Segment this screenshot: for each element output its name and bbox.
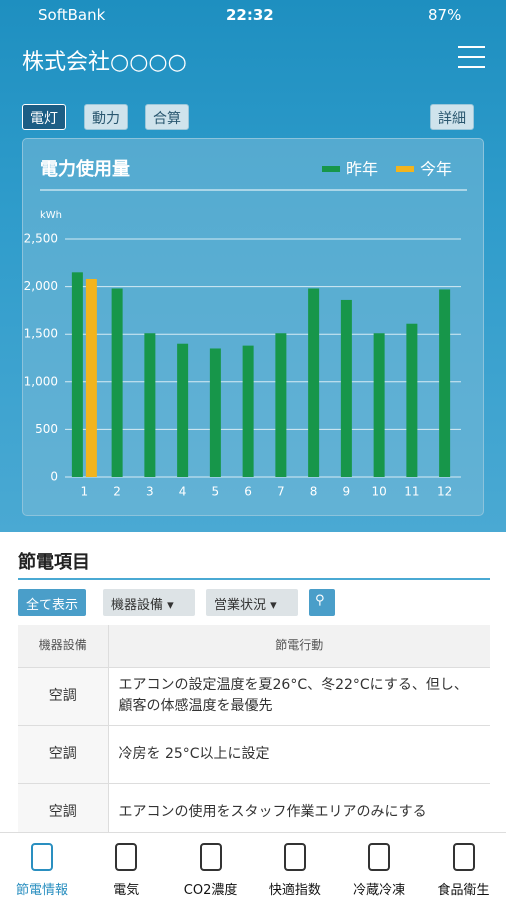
top-panel: SoftBank 22:32 87% 株式会社○○○○ 電灯 動力 合算 詳細 … bbox=[0, 0, 506, 532]
legend-label: 今年 bbox=[420, 160, 452, 179]
bar bbox=[340, 299, 352, 477]
y-tick-label: 2,000 bbox=[24, 279, 58, 293]
x-tick-label: 6 bbox=[244, 485, 252, 499]
y-unit: kWh bbox=[40, 210, 62, 221]
table-row: 空調 冷房を 25°C以上に設定 bbox=[18, 725, 490, 784]
section-title: 節電項目 bbox=[18, 552, 90, 573]
bar bbox=[177, 343, 189, 477]
table-cell: エアコンの設定温度を夏26°C、冬22°Cにする、但し、顧客の体感温度を最優先 bbox=[108, 667, 490, 726]
nav-label: 冷蔵冷凍 bbox=[353, 883, 406, 898]
legend-swatch bbox=[396, 166, 414, 172]
table-row: 空調 エアコンの使用をスタッフ作業エリアのみにする bbox=[18, 783, 490, 842]
x-tick-label: 2 bbox=[113, 485, 121, 499]
section-rule bbox=[18, 578, 490, 580]
chart-title: 電力使用量 bbox=[40, 158, 130, 180]
bar bbox=[111, 288, 123, 477]
tab[interactable]: 電灯 bbox=[22, 104, 66, 130]
nav-label: 食品衛生 bbox=[437, 883, 490, 898]
table-cell: 冷房を 25°C以上に設定 bbox=[108, 725, 490, 784]
x-tick-label: 5 bbox=[212, 485, 220, 499]
bar bbox=[71, 272, 83, 477]
y-tick-label: 2,500 bbox=[24, 232, 58, 246]
nav-item[interactable]: 節電情報 bbox=[0, 833, 84, 901]
search-button[interactable]: ⚲ bbox=[309, 589, 335, 616]
nav-icon bbox=[452, 843, 475, 871]
time: 22:32 bbox=[226, 6, 274, 24]
header-title: 株式会社○○○○ bbox=[22, 50, 187, 75]
bar bbox=[308, 288, 320, 477]
bar bbox=[439, 289, 451, 477]
nav-icon bbox=[115, 843, 138, 871]
nav-item[interactable]: 電気 bbox=[84, 833, 168, 901]
carrier: SoftBank bbox=[38, 6, 106, 24]
nav-item[interactable]: 食品衛生 bbox=[422, 833, 506, 901]
filter-all[interactable]: 全て表示 bbox=[18, 589, 87, 616]
y-tick-label: 1,000 bbox=[24, 374, 58, 388]
bar bbox=[144, 333, 156, 477]
x-tick-label: 12 bbox=[437, 485, 452, 499]
battery: 87% bbox=[428, 6, 462, 24]
detail-button[interactable]: 詳細 bbox=[430, 104, 474, 130]
x-tick-label: 10 bbox=[371, 485, 386, 499]
x-tick-label: 9 bbox=[343, 485, 351, 499]
nav-label: 電気 bbox=[113, 883, 140, 898]
table-header: 機器設備 節電行動 bbox=[18, 625, 490, 668]
y-tick-label: 500 bbox=[35, 422, 58, 436]
x-tick-label: 8 bbox=[310, 485, 318, 499]
x-tick-label: 1 bbox=[81, 485, 89, 499]
status-bar: SoftBank 22:32 87% bbox=[0, 0, 506, 30]
filter-dropdown[interactable]: 機器設備 ▾ bbox=[103, 589, 195, 616]
x-tick-label: 11 bbox=[404, 485, 419, 499]
nav-item[interactable]: CO2濃度 bbox=[169, 833, 253, 901]
filter-label: 機器設備 bbox=[111, 598, 164, 613]
x-tick-label: 3 bbox=[146, 485, 154, 499]
nav-item[interactable]: 快適指数 bbox=[253, 833, 337, 901]
table-cell: 空調 bbox=[18, 783, 109, 842]
legend-label: 昨年 bbox=[346, 160, 378, 179]
table-row: 空調 エアコンの設定温度を夏26°C、冬22°Cにする、但し、顧客の体感温度を最優… bbox=[18, 667, 490, 726]
table-cell: エアコンの使用をスタッフ作業エリアのみにする bbox=[108, 783, 490, 842]
table-cell: 空調 bbox=[18, 667, 109, 726]
tab[interactable]: 動力 bbox=[84, 104, 128, 130]
bar bbox=[242, 345, 254, 477]
table: 機器設備 節電行動 空調 エアコンの設定温度を夏26°C、冬22°Cにする、但し、… bbox=[18, 625, 490, 842]
header-cell: 節電行動 bbox=[108, 625, 490, 668]
menu-icon[interactable] bbox=[458, 46, 485, 48]
bar bbox=[406, 323, 418, 477]
menu-icon[interactable] bbox=[458, 56, 485, 58]
nav-icon bbox=[368, 843, 391, 871]
table-cell: 空調 bbox=[18, 725, 109, 784]
bar bbox=[275, 333, 287, 477]
filter-label: 営業状況 bbox=[214, 598, 267, 613]
nav-item[interactable]: 冷蔵冷凍 bbox=[337, 833, 421, 901]
nav-icon bbox=[31, 843, 53, 871]
nav-label: 快適指数 bbox=[268, 883, 321, 898]
bar bbox=[373, 333, 385, 477]
bar bbox=[209, 348, 221, 477]
x-tick-label: 4 bbox=[179, 485, 187, 499]
bottom-nav: 節電情報 電気 CO2濃度 快適指数 冷蔵冷凍 食品衛生 bbox=[0, 832, 506, 900]
nav-label: 節電情報 bbox=[15, 883, 68, 898]
x-tick-label: 7 bbox=[277, 485, 285, 499]
filter-dropdown[interactable]: 営業状況 ▾ bbox=[206, 589, 298, 616]
nav-icon bbox=[283, 843, 306, 871]
nav-label: CO2濃度 bbox=[183, 883, 238, 898]
nav-icon bbox=[199, 843, 222, 871]
header-cell: 機器設備 bbox=[18, 625, 109, 668]
bar bbox=[85, 278, 97, 477]
menu-icon[interactable] bbox=[458, 66, 485, 68]
y-tick-label: 1,500 bbox=[24, 327, 58, 341]
tab[interactable]: 合算 bbox=[145, 104, 189, 130]
y-tick-label: 0 bbox=[50, 470, 58, 484]
legend-swatch bbox=[322, 166, 340, 172]
